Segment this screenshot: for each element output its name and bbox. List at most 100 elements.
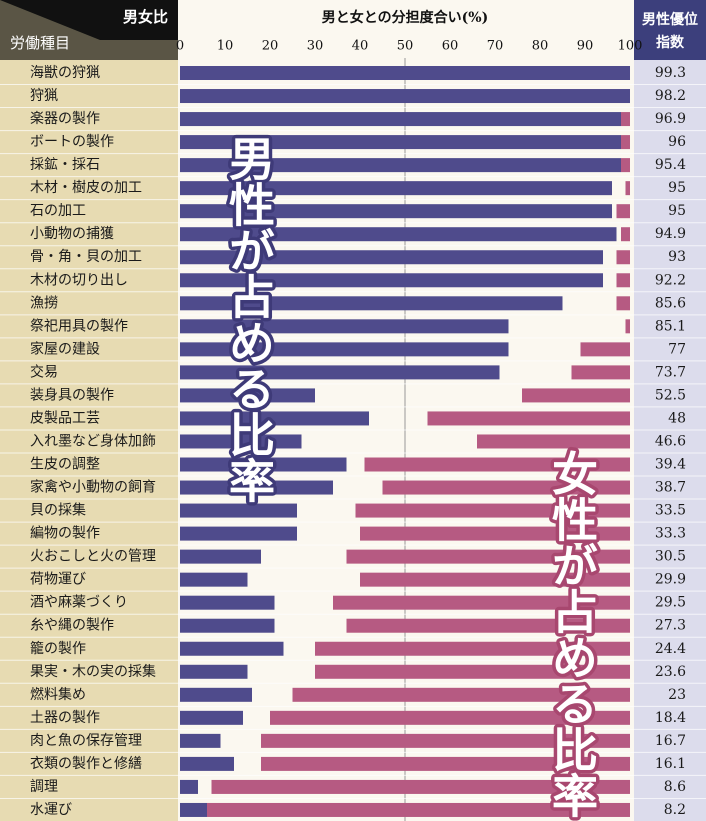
index-value: 8.2 [664,802,686,818]
index-value: 95 [668,180,686,196]
female-bar [333,595,630,610]
index-value: 33.3 [655,526,686,542]
category-label: 小動物の捕獲 [30,226,114,242]
index-header: 指数 [656,34,685,51]
female-bar [360,526,630,541]
category-label: 調理 [30,779,58,795]
male-bar [180,434,302,449]
category-column [0,0,178,821]
male-bar [180,158,621,173]
header-triangle [0,0,178,40]
index-value: 46.6 [655,433,686,449]
female-bar [580,342,630,357]
male-bar [180,227,617,242]
female-bar [621,112,630,127]
female-bar [625,181,630,196]
male-bar [180,112,621,127]
category-label: 貝の採集 [30,502,86,519]
female-bar [270,710,630,725]
male-bar [180,664,248,679]
male-bar [180,526,297,541]
male-bar [180,411,369,426]
female-bar [621,158,630,173]
male-bar [180,641,284,656]
female-bar [261,756,630,771]
x-tick-label: 70 [487,39,504,54]
male-bar [180,503,297,518]
male-bar [180,710,243,725]
female-bar [621,227,630,242]
index-value: 33.5 [655,503,686,519]
male-bar [180,480,333,495]
male-bar [180,135,621,150]
index-value: 23.6 [655,664,686,680]
male-bar [180,549,261,564]
male-bar [180,572,248,587]
index-value: 24.4 [655,641,686,657]
category-label: 生皮の調整 [30,457,100,473]
male-bar [180,273,603,288]
female-bar [346,618,630,633]
x-tick-label: 100 [618,39,643,54]
x-tick-label: 90 [577,39,594,54]
male-bar [180,319,509,334]
index-value: 8.6 [664,779,686,795]
index-value: 99.3 [655,65,686,81]
index-value: 16.1 [655,756,686,772]
category-label: 肉と魚の保存管理 [30,733,142,749]
chart-title: 男と女との分担度合い(%) [322,9,488,26]
index-value: 95 [668,203,686,219]
category-label: 漁撈 [30,295,58,311]
female-bar [621,135,630,150]
category-label: 石の加工 [30,203,86,219]
category-label: 燃料集め [30,686,86,703]
male-bar [180,66,630,80]
index-value: 38.7 [655,480,686,496]
female-bar [625,319,630,334]
index-value: 92.2 [655,272,686,288]
x-tick-label: 0 [176,39,184,54]
female-bar [207,802,630,817]
male-bar [180,365,500,380]
category-label: 狩猟 [30,88,58,104]
female-bar [616,204,630,219]
category-label: 入れ墨など身体加飾 [30,433,156,449]
index-value: 85.6 [655,295,686,311]
female-annotation: 女性が占める比率 [545,450,599,818]
category-label: 家屋の建設 [30,340,100,357]
x-tick-label: 40 [352,39,369,54]
male-bar [180,89,630,104]
index-value: 48 [668,410,686,426]
female-bar [360,572,630,587]
category-label: 皮製品工芸 [30,410,100,426]
x-tick-label: 20 [262,39,279,54]
index-value: 52.5 [655,387,686,403]
category-label: 祭祀用具の製作 [30,318,128,334]
x-tick-label: 10 [217,39,234,54]
index-value: 98.2 [655,88,686,104]
category-label: 火おこしと火の管理 [30,549,156,565]
male-bar [180,250,603,265]
male-bar [180,204,612,219]
female-bar [315,664,630,679]
category-label: 骨・角・貝の加工 [30,249,142,265]
male-bar [180,618,275,633]
male-bar [180,181,612,196]
male-bar [180,687,252,702]
index-value: 96 [668,134,686,150]
category-label: 木材・樹皮の加工 [30,180,142,196]
category-label: 採鉱・採石 [30,156,100,173]
category-header: 労働種目 [10,34,70,52]
male-bar [180,388,315,403]
category-label: 土器の製作 [30,710,100,726]
female-bar [364,457,630,472]
female-bar [315,641,630,656]
category-label: 装身具の製作 [30,387,114,403]
x-tick-label: 30 [307,39,324,54]
category-label: 果実・木の実の採集 [30,663,156,680]
female-bar [616,250,630,265]
category-label: 編物の製作 [30,526,100,542]
male-bar [180,756,234,771]
female-bar [261,733,630,748]
